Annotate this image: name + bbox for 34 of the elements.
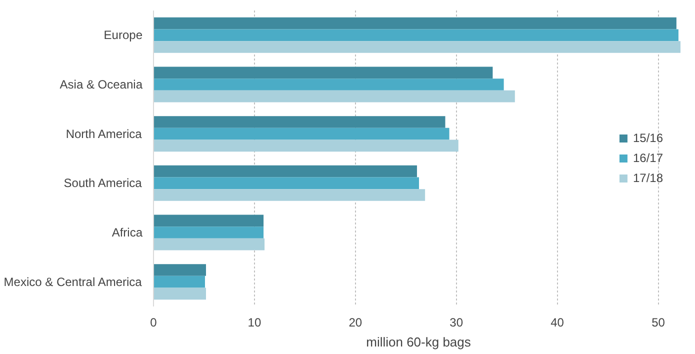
bar xyxy=(154,177,420,190)
bar xyxy=(154,90,515,102)
bar xyxy=(154,214,264,227)
x-tick-label: 0 xyxy=(150,316,158,330)
y-tick-label: Asia & Oceania xyxy=(60,78,143,92)
legend-label: 17/18 xyxy=(632,171,663,185)
x-tick-label: 10 xyxy=(248,316,262,330)
bar xyxy=(154,41,680,53)
bar xyxy=(154,189,426,201)
bar xyxy=(154,17,676,30)
bar xyxy=(154,276,205,288)
legend-label: 15/16 xyxy=(632,131,663,145)
bar xyxy=(154,29,678,42)
legend-label: 16/17 xyxy=(632,151,663,165)
y-tick-label: North America xyxy=(66,126,142,141)
x-tick-label: 40 xyxy=(550,316,564,330)
bar xyxy=(154,66,493,79)
bar xyxy=(154,238,265,250)
y-tick-label: Africa xyxy=(112,226,143,240)
bar xyxy=(154,264,206,276)
bar xyxy=(154,116,446,128)
x-axis-title: million 60-kg bags xyxy=(366,334,472,350)
bar xyxy=(154,78,504,90)
bar xyxy=(154,226,264,238)
y-tick-label: South America xyxy=(64,176,142,190)
x-tick-label: 20 xyxy=(348,316,362,330)
bar xyxy=(154,165,417,178)
x-tick-label: 30 xyxy=(450,316,464,330)
x-tick-label: 50 xyxy=(652,316,666,330)
bar xyxy=(154,128,450,140)
bar xyxy=(154,288,206,300)
y-tick-label: Europe xyxy=(104,28,143,42)
y-tick-label: Mexico & Central America xyxy=(4,274,142,289)
bar xyxy=(154,140,458,152)
